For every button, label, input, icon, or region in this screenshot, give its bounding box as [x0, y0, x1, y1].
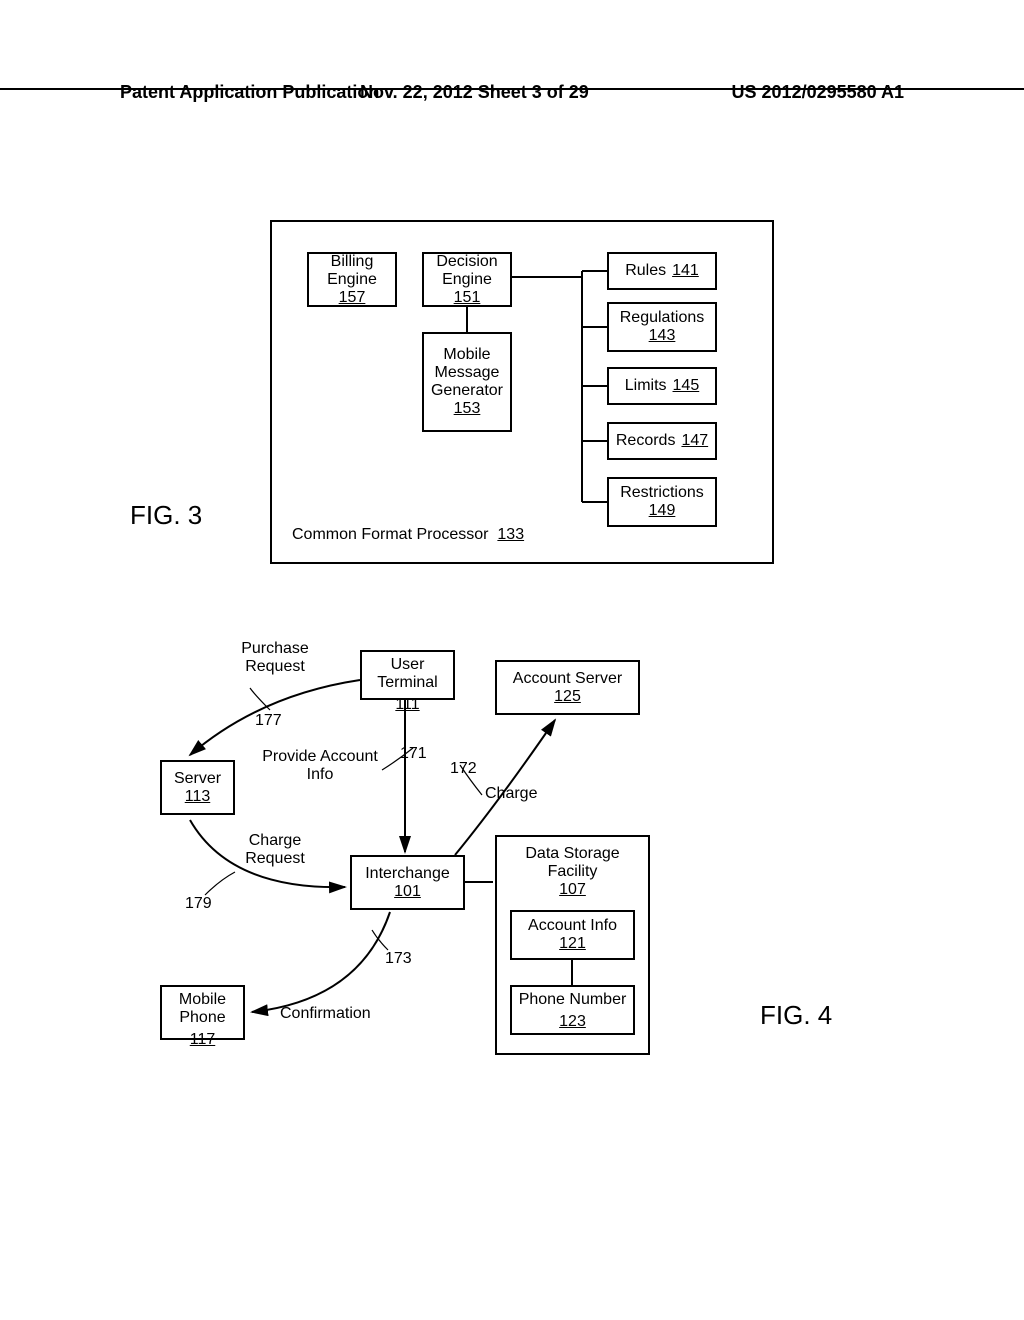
ref172-label: 172	[450, 760, 477, 778]
header-center: Nov. 22, 2012 Sheet 3 of 29	[360, 82, 589, 103]
data-storage-ref: 107	[559, 881, 586, 899]
common-fmt-label: Common Format Processor 133	[292, 526, 524, 544]
mobile-phone-box: Mobile Phone 117	[160, 985, 245, 1040]
regulations-text: Regulations	[620, 309, 705, 327]
limits-box: Limits 145	[607, 367, 717, 405]
page: Patent Application Publication Nov. 22, …	[0, 0, 1024, 1320]
restrictions-text: Restrictions	[620, 484, 704, 502]
purchase-request-label: Purchase Request	[225, 640, 325, 676]
data-storage-text: Data Storage Facility	[503, 845, 642, 881]
charge-request-text: Charge Request	[245, 832, 305, 867]
confirmation-label: Confirmation	[280, 1005, 371, 1023]
rules-text: Rules	[625, 262, 666, 280]
regulations-ref: 143	[649, 327, 676, 345]
user-terminal-box: User Terminal 111	[360, 650, 455, 700]
header-left: Patent Application Publication	[120, 82, 379, 103]
ref173-label: 173	[385, 950, 412, 968]
account-info-text: Account Info	[528, 917, 617, 935]
limits-ref: 145	[673, 377, 700, 395]
server-ref: 113	[185, 788, 211, 806]
rules-ref: 141	[672, 262, 699, 280]
user-terminal-ref: 111	[395, 696, 419, 714]
server-box: Server 113	[160, 760, 235, 815]
billing-engine-box: Billing Engine 157	[307, 252, 397, 307]
fig4-container: Purchase Request 177 User Terminal 111 A…	[160, 640, 880, 1070]
regulations-box: Regulations 143	[607, 302, 717, 352]
interchange-text: Interchange	[365, 865, 450, 883]
mobile-msg-gen-ref: 153	[454, 400, 481, 418]
records-box: Records 147	[607, 422, 717, 460]
fig3-label: FIG. 3	[130, 500, 202, 531]
account-server-text: Account Server	[513, 670, 622, 688]
mobile-phone-ref: 117	[190, 1031, 216, 1049]
server-text: Server	[174, 770, 221, 788]
interchange-box: Interchange 101	[350, 855, 465, 910]
records-text: Records	[616, 432, 676, 450]
fig3-container: Billing Engine 157 Decision Engine 151 M…	[270, 220, 774, 564]
phone-number-ref: 123	[559, 1013, 586, 1031]
ref177-label: 177	[255, 712, 282, 730]
mobile-msg-gen-text: Mobile Message Generator	[430, 346, 504, 400]
provide-account-info-label: Provide Account Info	[260, 748, 380, 784]
rules-box: Rules 141	[607, 252, 717, 290]
charge-request-label: Charge Request	[230, 832, 320, 868]
common-fmt-text: Common Format Processor	[292, 526, 489, 543]
phone-number-text: Phone Number	[519, 991, 627, 1009]
account-info-ref: 121	[559, 935, 586, 953]
mobile-msg-gen-box: Mobile Message Generator 153	[422, 332, 512, 432]
account-info-box: Account Info 121	[510, 910, 635, 960]
provide-account-info-text: Provide Account Info	[262, 748, 378, 783]
purchase-request-text: Purchase Request	[241, 640, 309, 675]
restrictions-box: Restrictions 149	[607, 477, 717, 527]
billing-engine-ref: 157	[339, 289, 366, 307]
ref171-label: 171	[400, 745, 427, 763]
account-server-ref: 125	[554, 688, 581, 706]
restrictions-ref: 149	[649, 502, 676, 520]
account-server-box: Account Server 125	[495, 660, 640, 715]
limits-text: Limits	[625, 377, 667, 395]
interchange-ref: 101	[394, 883, 421, 901]
decision-engine-box: Decision Engine 151	[422, 252, 512, 307]
phone-number-box: Phone Number 123	[510, 985, 635, 1035]
ref179-label: 179	[185, 895, 212, 913]
page-header: Patent Application Publication Nov. 22, …	[0, 82, 1024, 90]
charge-label: Charge	[485, 785, 537, 803]
common-fmt-ref: 133	[497, 526, 524, 543]
mobile-phone-text: Mobile Phone	[168, 991, 237, 1027]
decision-engine-ref: 151	[454, 289, 481, 307]
header-right: US 2012/0295580 A1	[732, 82, 904, 103]
decision-engine-text: Decision Engine	[430, 253, 504, 289]
billing-engine-text: Billing Engine	[315, 253, 389, 289]
records-ref: 147	[681, 432, 708, 450]
user-terminal-text: User Terminal	[368, 656, 447, 692]
